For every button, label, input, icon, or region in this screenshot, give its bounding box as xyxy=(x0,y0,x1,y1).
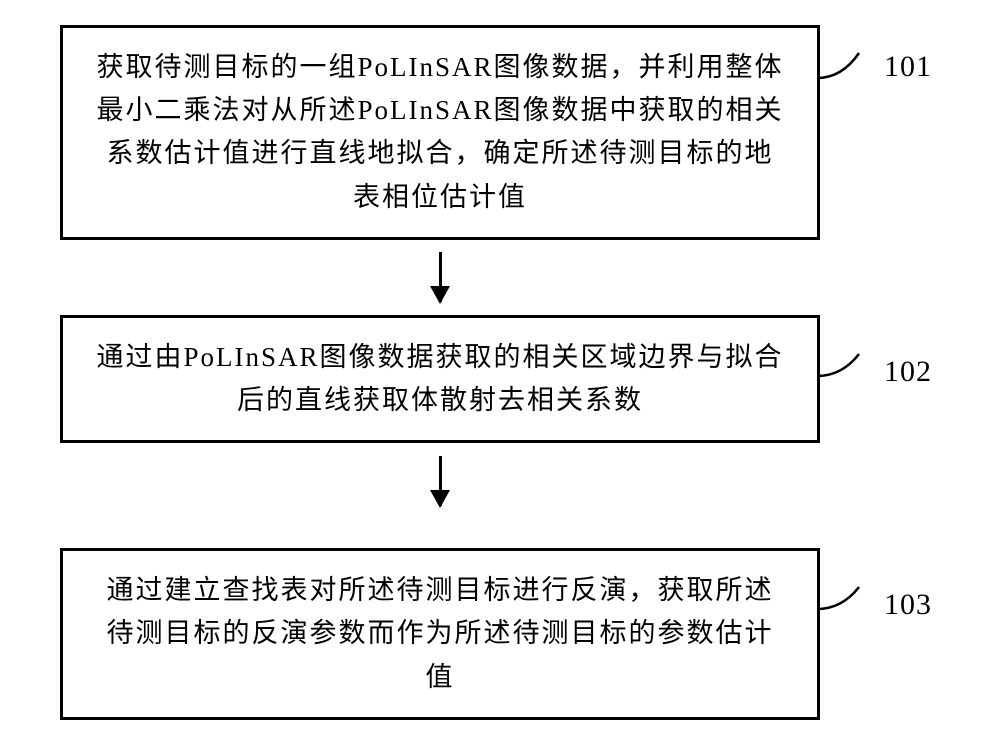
step-1-text: 获取待测目标的一组PoLInSAR图像数据，并利用整体最小二乘法对从所述PoLI… xyxy=(96,52,783,212)
step-3-label: 103 xyxy=(884,581,932,629)
connector-curve-2 xyxy=(817,346,865,386)
arrow-2 xyxy=(439,456,442,506)
flowchart-container: 获取待测目标的一组PoLInSAR图像数据，并利用整体最小二乘法对从所述PoLI… xyxy=(60,25,940,720)
connector-curve-3 xyxy=(817,579,865,619)
connector-curve-1 xyxy=(817,43,865,83)
step-2-label: 102 xyxy=(884,348,932,396)
flowchart-step-3: 通过建立查找表对所述待测目标进行反演，获取所述待测目标的反演参数而作为所述待测目… xyxy=(60,548,820,720)
arrow-1 xyxy=(439,252,442,302)
step-3-text: 通过建立查找表对所述待测目标进行反演，获取所述待测目标的反演参数而作为所述待测目… xyxy=(107,575,774,691)
flowchart-step-2: 通过由PoLInSAR图像数据获取的相关区域边界与拟合后的直线获取体散射去相关系… xyxy=(60,315,820,443)
step-2-text: 通过由PoLInSAR图像数据获取的相关区域边界与拟合后的直线获取体散射去相关系… xyxy=(96,342,783,415)
arrow-1-container xyxy=(60,240,820,315)
step-1-label: 101 xyxy=(884,43,932,91)
spacer xyxy=(60,518,940,548)
arrow-2-container xyxy=(60,443,820,518)
flowchart-step-1: 获取待测目标的一组PoLInSAR图像数据，并利用整体最小二乘法对从所述PoLI… xyxy=(60,25,820,240)
